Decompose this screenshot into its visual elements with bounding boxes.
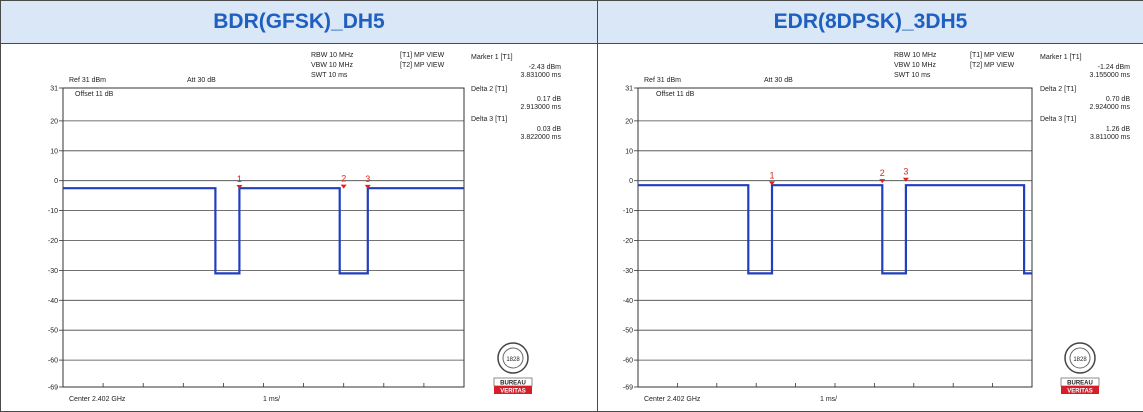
marker-label: 2 bbox=[880, 168, 885, 178]
swt-label: SWT 10 ms bbox=[894, 72, 931, 79]
y-tick-label: -30 bbox=[48, 268, 58, 275]
marker-2: 2 bbox=[341, 174, 347, 189]
logo-word-2: VERITAS bbox=[500, 389, 526, 395]
center-frequency-label: Center 2.402 GHz bbox=[69, 396, 126, 403]
y-tick-label: 20 bbox=[50, 118, 58, 125]
marker-1: 1 bbox=[236, 174, 242, 189]
panel-title-bdr: BDR(GFSK)_DH5 bbox=[1, 1, 598, 44]
rbw-label: RBW 10 MHz bbox=[311, 52, 354, 59]
marker-label: 3 bbox=[903, 167, 908, 177]
center-frequency-label: Center 2.402 GHz bbox=[644, 396, 701, 403]
y-tick-label: -40 bbox=[623, 298, 633, 305]
y-tick-label: -60 bbox=[623, 358, 633, 365]
panel-title-edr: EDR(8DPSK)_3DH5 bbox=[598, 1, 1143, 44]
trace2-mode: [T2] MP VIEW bbox=[400, 62, 445, 69]
delta3-time: 3.811000 ms bbox=[1090, 134, 1130, 141]
marker1-time: 3.155000 ms bbox=[1090, 72, 1131, 79]
delta2-label: Delta 2 [T1] bbox=[471, 86, 507, 93]
y-tick-label: 31 bbox=[50, 86, 58, 93]
y-tick-label: -10 bbox=[623, 208, 633, 215]
y-tick-label: -30 bbox=[623, 268, 633, 275]
marker-3: 3 bbox=[903, 167, 909, 182]
y-tick-label: 0 bbox=[629, 178, 633, 185]
vbw-label: VBW 10 MHz bbox=[894, 62, 937, 69]
y-tick-label: -40 bbox=[48, 298, 58, 305]
marker-1: 1 bbox=[769, 170, 775, 185]
offset-label: Offset 11 dB bbox=[75, 91, 114, 98]
y-tick-label: -20 bbox=[623, 238, 633, 245]
plot-frame bbox=[63, 88, 464, 387]
attenuation-label: Att 30 dB bbox=[187, 77, 216, 84]
trace-line bbox=[638, 185, 1032, 273]
delta3-label: Delta 3 [T1] bbox=[471, 116, 507, 123]
y-tick-label: 20 bbox=[625, 118, 633, 125]
delta2-label: Delta 2 [T1] bbox=[1040, 86, 1076, 93]
marker1-level: -1.24 dBm bbox=[1098, 64, 1130, 71]
attenuation-label: Att 30 dB bbox=[764, 77, 793, 84]
panel-bdr: RBW 10 MHz VBW 10 MHz SWT 10 ms [T1] MP … bbox=[1, 44, 598, 412]
trace1-mode: [T1] MP VIEW bbox=[970, 52, 1015, 59]
marker-label: 3 bbox=[365, 174, 370, 184]
marker1-label: Marker 1 [T1] bbox=[1040, 54, 1082, 61]
y-tick-label: 0 bbox=[54, 178, 58, 185]
bureau-veritas-logo: 1828 BUREAU VERITAS bbox=[494, 343, 532, 395]
logo-word-1: BUREAU bbox=[500, 381, 526, 387]
trace2-mode: [T2] MP VIEW bbox=[970, 62, 1015, 69]
bureau-veritas-logo: 1828 BUREAU VERITAS bbox=[1061, 343, 1099, 395]
marker-symbol bbox=[879, 179, 885, 183]
y-tick-label: 10 bbox=[50, 148, 58, 155]
logo-word-1: BUREAU bbox=[1067, 381, 1093, 387]
logo-word-2: VERITAS bbox=[1067, 389, 1093, 395]
delta2-level: 0.70 dB bbox=[1106, 96, 1130, 103]
y-tick-label: -20 bbox=[48, 238, 58, 245]
y-tick-label: 31 bbox=[625, 86, 633, 93]
delta3-time: 3.822000 ms bbox=[521, 134, 562, 141]
panel-edr: RBW 10 MHz VBW 10 MHz SWT 10 ms [T1] MP … bbox=[598, 44, 1143, 412]
delta3-level: 1.26 dB bbox=[1106, 126, 1130, 133]
plot-frame bbox=[638, 88, 1032, 387]
y-tick-label: -69 bbox=[48, 385, 58, 392]
y-tick-label: -50 bbox=[623, 328, 633, 335]
rbw-label: RBW 10 MHz bbox=[894, 52, 937, 59]
marker-symbol bbox=[341, 185, 347, 189]
trace1-mode: [T1] MP VIEW bbox=[400, 52, 445, 59]
offset-label: Offset 11 dB bbox=[656, 91, 695, 98]
marker1-label: Marker 1 [T1] bbox=[471, 54, 513, 61]
spectrum-plot-bdr: RBW 10 MHz VBW 10 MHz SWT 10 ms [T1] MP … bbox=[1, 44, 598, 411]
time-division-label: 1 ms/ bbox=[820, 396, 837, 403]
y-tick-label: 10 bbox=[625, 148, 633, 155]
y-tick-label: -69 bbox=[623, 385, 633, 392]
trace-line bbox=[63, 188, 464, 273]
spectrum-plot-edr: RBW 10 MHz VBW 10 MHz SWT 10 ms [T1] MP … bbox=[598, 44, 1143, 411]
y-tick-label: -10 bbox=[48, 208, 58, 215]
y-tick-label: -60 bbox=[48, 358, 58, 365]
vbw-label: VBW 10 MHz bbox=[311, 62, 354, 69]
delta2-level: 0.17 dB bbox=[537, 96, 561, 103]
time-division-label: 1 ms/ bbox=[263, 396, 280, 403]
seal-year: 1828 bbox=[1073, 357, 1087, 363]
delta3-label: Delta 3 [T1] bbox=[1040, 116, 1076, 123]
ref-level-label: Ref 31 dBm bbox=[69, 77, 106, 84]
marker1-level: -2.43 dBm bbox=[529, 64, 561, 71]
swt-label: SWT 10 ms bbox=[311, 72, 348, 79]
marker-label: 1 bbox=[769, 170, 774, 180]
y-tick-label: -50 bbox=[48, 328, 58, 335]
marker-label: 1 bbox=[237, 174, 242, 184]
seal-year: 1828 bbox=[506, 357, 520, 363]
ref-level-label: Ref 31 dBm bbox=[644, 77, 681, 84]
delta2-time: 2.913000 ms bbox=[521, 104, 562, 111]
marker-3: 3 bbox=[365, 174, 371, 189]
delta3-level: 0.03 dB bbox=[537, 126, 561, 133]
marker1-time: 3.831000 ms bbox=[521, 72, 562, 79]
marker-label: 2 bbox=[341, 174, 346, 184]
delta2-time: 2.924000 ms bbox=[1090, 104, 1131, 111]
